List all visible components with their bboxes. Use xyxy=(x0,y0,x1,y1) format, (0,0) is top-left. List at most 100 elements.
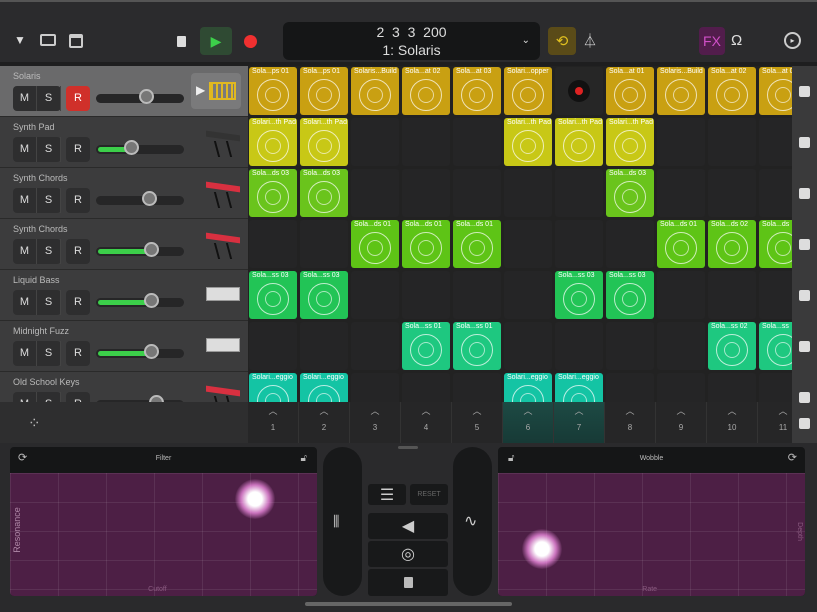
solo-button[interactable]: S xyxy=(37,392,61,402)
stop-icon[interactable] xyxy=(177,36,186,47)
empty-cell[interactable] xyxy=(657,118,705,166)
loop-cell[interactable]: Solari...th Pad xyxy=(555,118,603,166)
loop-cell[interactable]: Sola...ds 03 xyxy=(300,169,348,217)
filter-title[interactable]: Filter xyxy=(155,455,172,462)
red-synth-icon[interactable] xyxy=(206,380,240,402)
fx-icon[interactable]: FX xyxy=(699,27,725,55)
loop-cell[interactable]: Solari...eggio xyxy=(555,373,603,402)
empty-cell[interactable] xyxy=(300,322,348,370)
loop-cell[interactable]: Sola...ss xyxy=(759,322,792,370)
volume-slider[interactable] xyxy=(96,89,184,104)
empty-cell[interactable] xyxy=(504,220,552,268)
record-cell[interactable] xyxy=(555,67,603,115)
empty-cell[interactable] xyxy=(351,373,399,402)
record-enable-button[interactable]: R xyxy=(66,137,90,162)
stop-row-button[interactable] xyxy=(799,290,810,301)
column-trigger-1[interactable]: ︿ 1 xyxy=(248,402,299,443)
empty-cell[interactable] xyxy=(708,169,756,217)
solo-button[interactable]: S xyxy=(37,188,61,213)
record-icon[interactable] xyxy=(244,35,257,48)
solo-button[interactable]: S xyxy=(37,137,61,162)
drag-handle[interactable] xyxy=(398,446,418,449)
empty-cell[interactable] xyxy=(453,118,501,166)
tape-stop-button[interactable] xyxy=(368,569,448,596)
loop-cell[interactable]: Solari...th Pad xyxy=(504,118,552,166)
empty-cell[interactable] xyxy=(453,169,501,217)
loop-cell[interactable]: Sola...at 02 xyxy=(708,67,756,115)
volume-knob[interactable] xyxy=(143,242,159,257)
stop-row-button[interactable] xyxy=(799,137,810,148)
mute-button[interactable]: M xyxy=(13,341,37,366)
red-synth-icon[interactable] xyxy=(206,227,240,263)
record-enable-button[interactable]: R xyxy=(66,86,90,111)
column-trigger-5[interactable]: ︿ 5 xyxy=(452,402,503,443)
scratch-button[interactable]: ◎ xyxy=(368,541,448,567)
record-enable-button[interactable]: R xyxy=(66,239,90,264)
empty-cell[interactable] xyxy=(555,220,603,268)
volume-knob[interactable] xyxy=(143,293,159,308)
volume-slider[interactable] xyxy=(96,395,184,402)
empty-cell[interactable] xyxy=(759,373,792,402)
loop-cell[interactable]: Solaris...Build xyxy=(657,67,705,115)
empty-cell[interactable] xyxy=(555,322,603,370)
wobble-xy-pad[interactable]: Rate Depth xyxy=(498,473,805,596)
stop-row-button[interactable] xyxy=(799,86,810,97)
loop-cell[interactable]: Sola...ss 03 xyxy=(300,271,348,319)
loop-cell[interactable]: Sola...ds 03 xyxy=(606,169,654,217)
play-icon[interactable]: ▶ xyxy=(200,27,232,55)
loop-cell[interactable]: Sola...at 02 xyxy=(402,67,450,115)
volume-knob[interactable] xyxy=(143,344,159,359)
loop-cell[interactable]: Solari...th Pad xyxy=(249,118,297,166)
empty-cell[interactable] xyxy=(606,322,654,370)
red-synth-icon[interactable] xyxy=(206,176,240,212)
empty-cell[interactable] xyxy=(708,118,756,166)
record-enable-button[interactable]: R xyxy=(66,341,90,366)
tray-icon[interactable] xyxy=(40,34,56,46)
loop-cell[interactable]: Sola...ss 03 xyxy=(606,271,654,319)
browser-triangle-icon[interactable]: ▼ xyxy=(14,33,26,47)
empty-cell[interactable] xyxy=(555,169,603,217)
empty-cell[interactable] xyxy=(759,271,792,319)
volume-slider[interactable] xyxy=(96,242,184,257)
track-header[interactable]: Old School KeysMSR xyxy=(0,372,248,402)
column-trigger-9[interactable]: ︿ 9 xyxy=(656,402,707,443)
mute-button[interactable]: M xyxy=(13,188,37,213)
loop-cell[interactable]: Sola...ds 01 xyxy=(453,220,501,268)
stop-row-button[interactable] xyxy=(799,239,810,250)
empty-cell[interactable] xyxy=(249,220,297,268)
loop-cell[interactable]: Sola...ps 01 xyxy=(249,67,297,115)
column-trigger-7[interactable]: ︿ 7 xyxy=(554,402,605,443)
column-trigger-8[interactable]: ︿ 8 xyxy=(605,402,656,443)
reverse-button[interactable]: ◀ xyxy=(368,513,448,539)
track-header[interactable]: Liquid Bass M S R xyxy=(0,270,248,321)
empty-cell[interactable] xyxy=(657,271,705,319)
mute-button[interactable]: M xyxy=(13,392,37,402)
empty-cell[interactable] xyxy=(249,322,297,370)
record-enable-button[interactable]: R xyxy=(66,392,90,402)
track-header[interactable]: Synth Chords M S R xyxy=(0,168,248,219)
empty-cell[interactable] xyxy=(351,322,399,370)
loop-cell[interactable]: Sola...ss 03 xyxy=(249,271,297,319)
empty-cell[interactable] xyxy=(657,169,705,217)
mute-button[interactable]: M xyxy=(13,86,37,111)
column-trigger-3[interactable]: ︿ 3 xyxy=(350,402,401,443)
loop-cell[interactable]: Solari...opper xyxy=(504,67,552,115)
empty-cell[interactable] xyxy=(402,169,450,217)
loop-cell[interactable]: Sola...ss 02 xyxy=(708,322,756,370)
stop-row-button[interactable] xyxy=(799,392,810,403)
wobble-title[interactable]: Wobble xyxy=(639,455,664,462)
volume-knob[interactable] xyxy=(124,140,140,155)
gate-fx-slider[interactable]: ⫼ xyxy=(323,447,362,596)
loop-cell[interactable]: Sola...ds xyxy=(759,220,792,268)
chevron-down-icon[interactable]: ⌄ xyxy=(521,35,530,46)
fx-settings-button[interactable]: ☰ xyxy=(368,484,406,505)
empty-cell[interactable] xyxy=(504,322,552,370)
volume-slider[interactable] xyxy=(96,344,184,359)
mute-button[interactable]: M xyxy=(13,137,37,162)
track-header[interactable]: Synth Pad M S R xyxy=(0,117,248,168)
loop-cell[interactable]: Sola...at 03 xyxy=(453,67,501,115)
empty-cell[interactable] xyxy=(453,373,501,402)
fx-picker-icon[interactable]: ⟳ xyxy=(18,452,28,464)
volume-slider[interactable] xyxy=(96,140,184,155)
volume-knob[interactable] xyxy=(139,89,155,104)
